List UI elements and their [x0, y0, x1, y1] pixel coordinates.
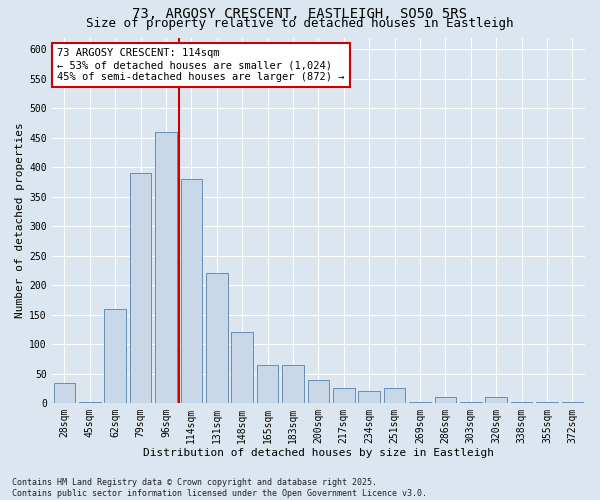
Bar	[384, 388, 406, 403]
Bar	[130, 173, 151, 403]
Bar	[511, 402, 532, 403]
Text: 73 ARGOSY CRESCENT: 114sqm
← 53% of detached houses are smaller (1,024)
45% of s: 73 ARGOSY CRESCENT: 114sqm ← 53% of deta…	[57, 48, 344, 82]
Bar	[181, 179, 202, 403]
X-axis label: Distribution of detached houses by size in Eastleigh: Distribution of detached houses by size …	[143, 448, 494, 458]
Bar	[232, 332, 253, 403]
Text: 73, ARGOSY CRESCENT, EASTLEIGH, SO50 5RS: 73, ARGOSY CRESCENT, EASTLEIGH, SO50 5RS	[133, 8, 467, 22]
Bar	[257, 365, 278, 403]
Text: Size of property relative to detached houses in Eastleigh: Size of property relative to detached ho…	[86, 18, 514, 30]
Bar	[536, 402, 557, 403]
Bar	[282, 365, 304, 403]
Bar	[53, 382, 75, 403]
Y-axis label: Number of detached properties: Number of detached properties	[15, 122, 25, 318]
Bar	[308, 380, 329, 403]
Bar	[104, 309, 126, 403]
Bar	[206, 274, 227, 403]
Bar	[434, 398, 456, 403]
Bar	[485, 398, 507, 403]
Bar	[155, 132, 177, 403]
Bar	[409, 402, 431, 403]
Bar	[460, 402, 482, 403]
Bar	[358, 392, 380, 403]
Bar	[79, 402, 101, 403]
Bar	[562, 402, 583, 403]
Text: Contains HM Land Registry data © Crown copyright and database right 2025.
Contai: Contains HM Land Registry data © Crown c…	[12, 478, 427, 498]
Bar	[333, 388, 355, 403]
